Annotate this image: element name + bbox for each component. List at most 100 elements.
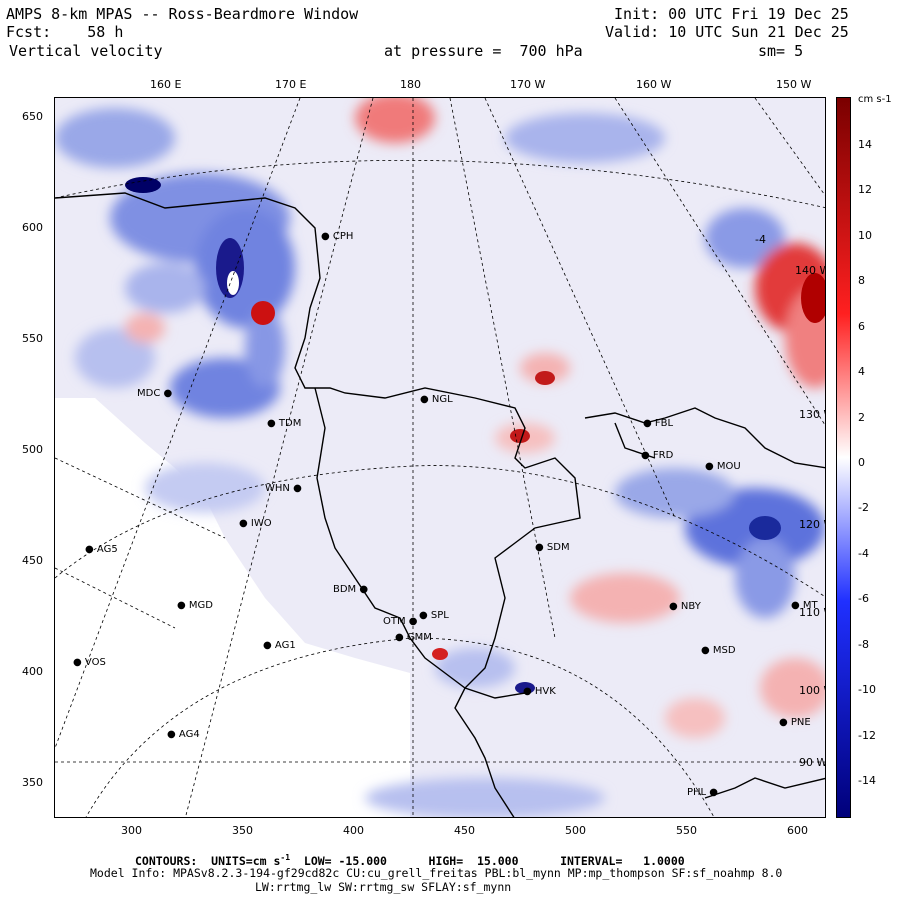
station-marker[interactable]: BDM ● [333, 584, 369, 595]
station-label: NGL [431, 394, 453, 405]
contour-info: CONTOURS: UNITS=cm s-1 LOW= -15.000 HIGH… [135, 851, 685, 868]
lon-label: 100 W [799, 684, 825, 697]
station-marker[interactable]: ● TDM [267, 418, 302, 429]
pressure-level: at pressure = 700 hPa [384, 42, 583, 60]
colorbar-tick-label: 10 [858, 228, 872, 242]
station-label: HVK [534, 686, 556, 697]
left-axis-label: 350 [22, 776, 43, 789]
no-data-region [55, 398, 410, 817]
station-marker[interactable]: ● SDM [535, 542, 570, 553]
smoothing-label: sm= 5 [758, 42, 804, 60]
colorbar-tick-label: 12 [858, 183, 872, 197]
station-marker[interactable]: ● IWO [239, 518, 272, 529]
left-axis-label: 500 [22, 443, 43, 456]
map-title: AMPS 8-km MPAS -- Ross-Beardmore Window [6, 5, 359, 23]
bottom-axis-label: 550 [676, 824, 697, 837]
colorbar-tick-label: -12 [858, 728, 876, 742]
station-label: MDC [137, 388, 161, 399]
descent-core [432, 648, 448, 660]
bottom-axis-label: 600 [787, 824, 808, 837]
colorbar-tick-label: -8 [858, 637, 869, 651]
station-label: WHN [265, 483, 290, 494]
colorbar-tick-label: -2 [858, 501, 869, 515]
contour-label: -4 [755, 233, 766, 246]
colorbar-tick-label: 2 [858, 410, 865, 424]
station-label: GMM [406, 632, 432, 643]
station-label: SDM [546, 542, 570, 553]
station-marker[interactable]: ● SPL [419, 610, 449, 621]
station-label: IWO [250, 518, 272, 529]
units-superscript: -1 [280, 853, 291, 862]
lon-label: 110 W [799, 606, 825, 619]
station-marker[interactable]: OTM ● [383, 616, 418, 627]
station-marker[interactable]: ● PNE [779, 717, 811, 728]
valid-time: Valid: 10 UTC Sun 21 Dec 25 [605, 23, 849, 41]
left-axis-label: 600 [22, 221, 43, 234]
ascent-core [515, 682, 535, 694]
station-label: NBY [680, 601, 701, 612]
field-name: Vertical velocity [9, 42, 163, 60]
bottom-axis-label: 500 [565, 824, 586, 837]
ascent-core [749, 516, 781, 540]
station-marker[interactable]: ● NGL [420, 394, 453, 405]
station-label: VOS [84, 657, 106, 668]
station-marker[interactable]: ● MOU [705, 461, 741, 472]
lon-label: 120 W [799, 518, 825, 531]
colorbar-tick-label: -6 [858, 592, 869, 606]
colorbar-tick-label: 0 [858, 456, 865, 469]
colorbar-tick-label: 6 [858, 319, 865, 333]
bottom-axis-label: 350 [232, 824, 253, 837]
station-label: AG1 [274, 640, 296, 651]
station-marker[interactable]: ● MGD [177, 600, 213, 611]
bottom-axis-label: 300 [121, 824, 142, 837]
contour-range: LOW= -15.000 HIGH= 15.000 INTERVAL= 1.00… [290, 853, 685, 868]
model-info: Model Info: MPASv8.2.3-194-gf29cd82c CU:… [90, 866, 783, 880]
top-axis-label: 180 [400, 78, 421, 91]
station-marker[interactable]: ● AG4 [167, 729, 200, 740]
station-label: TDM [278, 418, 302, 429]
top-axis-label: 150 W [776, 78, 812, 91]
colorbar-tick-label: 8 [858, 274, 865, 288]
colorbar [836, 97, 851, 818]
station-marker[interactable]: ● MSD [701, 645, 736, 656]
graticule [55, 98, 825, 817]
bottom-axis-label: 450 [454, 824, 475, 837]
model-info-physics: LW:rrtmg_lw SW:rrtmg_sw SFLAY:sf_mynn [255, 880, 512, 894]
coastline [55, 192, 825, 817]
lon-label: 140 W [795, 264, 825, 277]
station-marker[interactable]: ● CPH [321, 231, 354, 242]
strong-descent-core [251, 301, 275, 325]
station-marker[interactable]: ● FBL [643, 418, 674, 429]
vertical-velocity-field [55, 98, 825, 817]
top-axis-label: 170 W [510, 78, 546, 91]
station-marker[interactable]: PHL ● [687, 787, 719, 798]
station-marker[interactable]: ● GMM [395, 632, 432, 643]
station-label: OTM [383, 616, 406, 627]
station-marker[interactable]: ● NBY [669, 601, 701, 612]
left-axis-label: 650 [22, 110, 43, 123]
station-marker[interactable]: WHN ● [265, 483, 302, 494]
station-marker[interactable]: ● MT [791, 600, 818, 611]
station-marker[interactable]: ● HVK [523, 686, 556, 697]
station-label: MGD [188, 600, 213, 611]
left-axis-label: 450 [22, 554, 43, 567]
station-label: FRD [652, 450, 674, 461]
strong-ascent-core [125, 177, 161, 193]
contour-units: CONTOURS: UNITS=cm s [135, 853, 281, 868]
saturated-core [227, 271, 239, 295]
station-label: AG5 [96, 544, 118, 555]
colorbar-tick-label: -14 [858, 774, 876, 787]
station-marker[interactable]: MDC ● [137, 388, 173, 399]
lon-label: 130 W [799, 408, 825, 421]
map-canvas: -4 [55, 98, 825, 817]
left-axis-label: 550 [22, 332, 43, 345]
station-label: AG4 [178, 729, 200, 740]
station-label: PHL [687, 787, 707, 798]
station-marker[interactable]: ● FRD [641, 450, 674, 461]
map-panel[interactable]: -4 ● CPH MDC ● ● NGL ● TDM WHN ● ● IWO ●… [54, 97, 826, 818]
station-marker[interactable]: ● VOS [73, 657, 106, 668]
forecast-hour: Fcst: 58 h [6, 23, 124, 41]
station-marker[interactable]: ● AG5 [85, 544, 118, 555]
station-marker[interactable]: ● AG1 [263, 640, 296, 651]
top-axis-label: 160 E [150, 78, 182, 91]
